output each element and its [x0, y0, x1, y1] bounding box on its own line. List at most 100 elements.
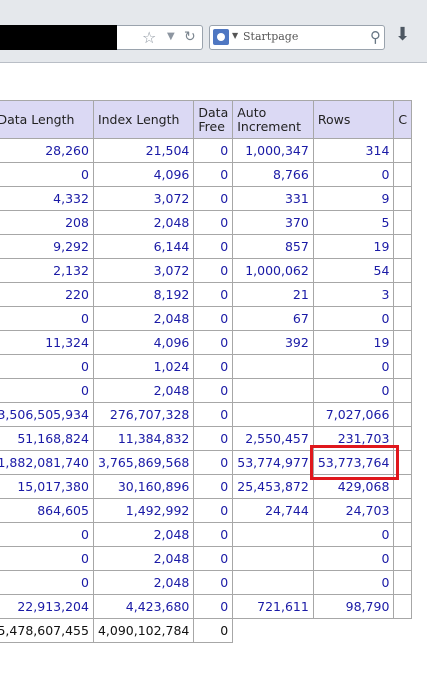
index-length-cell: 276,707,328 — [92, 402, 195, 427]
total-data-free-cell: 0 — [193, 618, 234, 643]
data-length-cell: 208 — [0, 210, 94, 235]
table-row[interactable]: 0 2,048 0 0 — [0, 378, 413, 403]
index-length-cell: 3,072 — [92, 258, 195, 283]
auto-increment-cell: 8,766 — [232, 162, 314, 187]
column-header-data-free[interactable]: Data Free — [193, 100, 234, 139]
data-free-cell: 0 — [193, 306, 234, 331]
auto-increment-cell: 25,453,872 — [232, 474, 314, 499]
column-header-next[interactable]: C — [393, 100, 413, 139]
rows-cell: 54 — [312, 258, 395, 283]
magnifier-icon[interactable]: ⚲ — [370, 28, 381, 46]
overflow-cell — [393, 498, 413, 523]
overflow-cell — [393, 570, 413, 595]
index-length-cell: 4,096 — [92, 162, 195, 187]
auto-increment-cell: 67 — [232, 306, 314, 331]
data-length-cell: 2,132 — [0, 258, 94, 283]
auto-increment-cell: 24,744 — [232, 498, 314, 523]
overflow-cell — [393, 594, 413, 619]
table-row[interactable]: 1,882,081,740 3,765,869,568 0 53,774,977 53,… — [0, 445, 413, 481]
data-free-cell: 0 — [193, 186, 234, 211]
overflow-cell — [393, 354, 413, 379]
rows-cell: 231,703 — [312, 426, 395, 451]
column-header-data-length[interactable]: Data Length — [0, 100, 94, 139]
total-index-length-cell: 4,090,102,784 — [92, 618, 195, 643]
download-icon[interactable]: ⬇ — [395, 24, 411, 45]
table-row[interactable]: 2,132 3,072 0 1,000,062 54 — [0, 258, 413, 283]
reload-icon[interactable]: ↻ — [184, 29, 196, 45]
data-free-cell: 0 — [193, 234, 234, 259]
redacted-url-bar[interactable] — [0, 25, 117, 50]
table-row[interactable]: 28,260 21,504 0 1,000,347 314 — [0, 138, 413, 163]
url-bar-end[interactable] — [117, 25, 203, 50]
rows-cell: 3 — [312, 282, 395, 307]
dropmarker-icon[interactable]: ▼ — [167, 31, 175, 42]
table-row[interactable]: 0 2,048 0 0 — [0, 522, 413, 547]
rows-cell: 0 — [312, 378, 395, 403]
rows-cell-highlighted: 53,773,764 — [310, 445, 400, 481]
rows-cell: 9 — [312, 186, 395, 211]
auto-increment-cell — [232, 546, 314, 571]
table-status-grid: Data Length Index Length Data Free Auto … — [0, 100, 413, 643]
data-length-cell: 0 — [0, 546, 94, 571]
column-header-rows[interactable]: Rows — [312, 100, 395, 139]
rows-cell: 0 — [312, 522, 395, 547]
overflow-cell — [393, 378, 413, 403]
index-length-cell: 1,024 — [92, 354, 195, 379]
data-length-cell: 0 — [0, 306, 94, 331]
search-engine-icon[interactable] — [213, 29, 229, 45]
index-length-cell: 1,492,992 — [92, 498, 195, 523]
overflow-cell — [393, 210, 413, 235]
overflow-cell — [393, 282, 413, 307]
data-free-cell: 0 — [193, 450, 234, 475]
index-length-cell: 2,048 — [92, 378, 195, 403]
table-row[interactable]: 0 2,048 0 0 — [0, 546, 413, 571]
rows-cell: 98,790 — [312, 594, 395, 619]
engine-dropdown-icon[interactable]: ▼ — [232, 31, 239, 40]
auto-increment-cell: 331 — [232, 186, 314, 211]
rows-cell: 7,027,066 — [312, 402, 395, 427]
table-row[interactable]: 51,168,824 11,384,832 0 2,550,457 231,703 — [0, 426, 413, 451]
auto-increment-cell: 721,611 — [232, 594, 314, 619]
star-icon[interactable]: ☆ — [142, 28, 157, 47]
overflow-cell — [393, 522, 413, 547]
data-length-cell: 0 — [0, 162, 94, 187]
table-row[interactable]: 15,017,380 30,160,896 0 25,453,872 429,068 — [0, 474, 413, 499]
overflow-cell — [393, 138, 413, 163]
data-length-cell: 3,506,505,934 — [0, 402, 94, 427]
index-length-cell: 2,048 — [92, 546, 195, 571]
overflow-cell — [393, 546, 413, 571]
auto-increment-cell: 1,000,347 — [232, 138, 314, 163]
column-header-auto-increment[interactable]: Auto Increment — [232, 100, 314, 139]
index-length-cell: 2,048 — [92, 210, 195, 235]
index-length-cell: 2,048 — [92, 306, 195, 331]
table-row[interactable]: 864,605 1,492,992 0 24,744 24,703 — [0, 498, 413, 523]
auto-increment-cell: 1,000,062 — [232, 258, 314, 283]
table-row[interactable]: 0 4,096 0 8,766 0 — [0, 162, 413, 187]
table-row[interactable]: 0 2,048 0 0 — [0, 570, 413, 595]
data-length-cell: 220 — [0, 282, 94, 307]
data-length-cell: 22,913,204 — [0, 594, 94, 619]
auto-increment-cell — [232, 570, 314, 595]
auto-increment-cell: 857 — [232, 234, 314, 259]
search-input[interactable]: ▼ Startpage ⚲ — [209, 25, 385, 50]
rows-cell: 0 — [312, 354, 395, 379]
data-free-cell: 0 — [193, 258, 234, 283]
data-length-cell: 0 — [0, 378, 94, 403]
table-row[interactable]: 0 1,024 0 0 — [0, 354, 413, 379]
overflow-cell — [393, 234, 413, 259]
data-length-cell: 864,605 — [0, 498, 94, 523]
data-free-cell: 0 — [193, 282, 234, 307]
table-row[interactable]: 3,506,505,934 276,707,328 0 7,027,066 — [0, 402, 413, 427]
column-header-index-length[interactable]: Index Length — [92, 100, 195, 139]
index-length-cell: 30,160,896 — [92, 474, 195, 499]
data-free-cell: 0 — [193, 354, 234, 379]
index-length-cell: 3,765,869,568 — [92, 450, 195, 475]
